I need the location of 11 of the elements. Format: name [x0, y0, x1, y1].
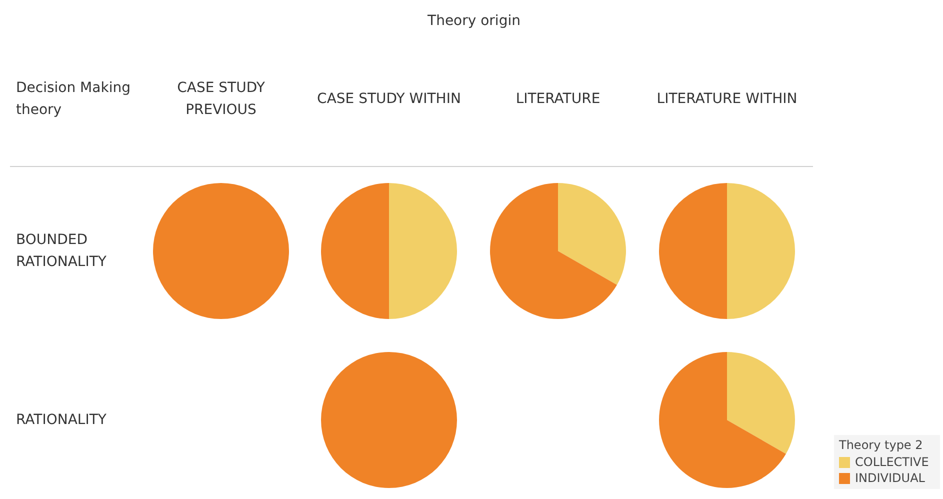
text: LITERATURE [514, 90, 602, 109]
text: BOUNDED RATIONALITY [16, 231, 108, 272]
text: CASE STUDY WITHIN [316, 90, 462, 109]
text: CASE STUDY PREVIOUS [176, 79, 266, 120]
text: LITERATURE WITHIN [656, 90, 798, 109]
text: RATIONALITY [16, 411, 108, 430]
legend-label: COLLECTIVE [855, 455, 929, 470]
legend-label: INDIVIDUAL [855, 471, 925, 486]
text: Theory origin [426, 12, 522, 31]
legend-title: Theory type 2 [839, 438, 924, 452]
text: Decision Making theory [16, 79, 132, 120]
